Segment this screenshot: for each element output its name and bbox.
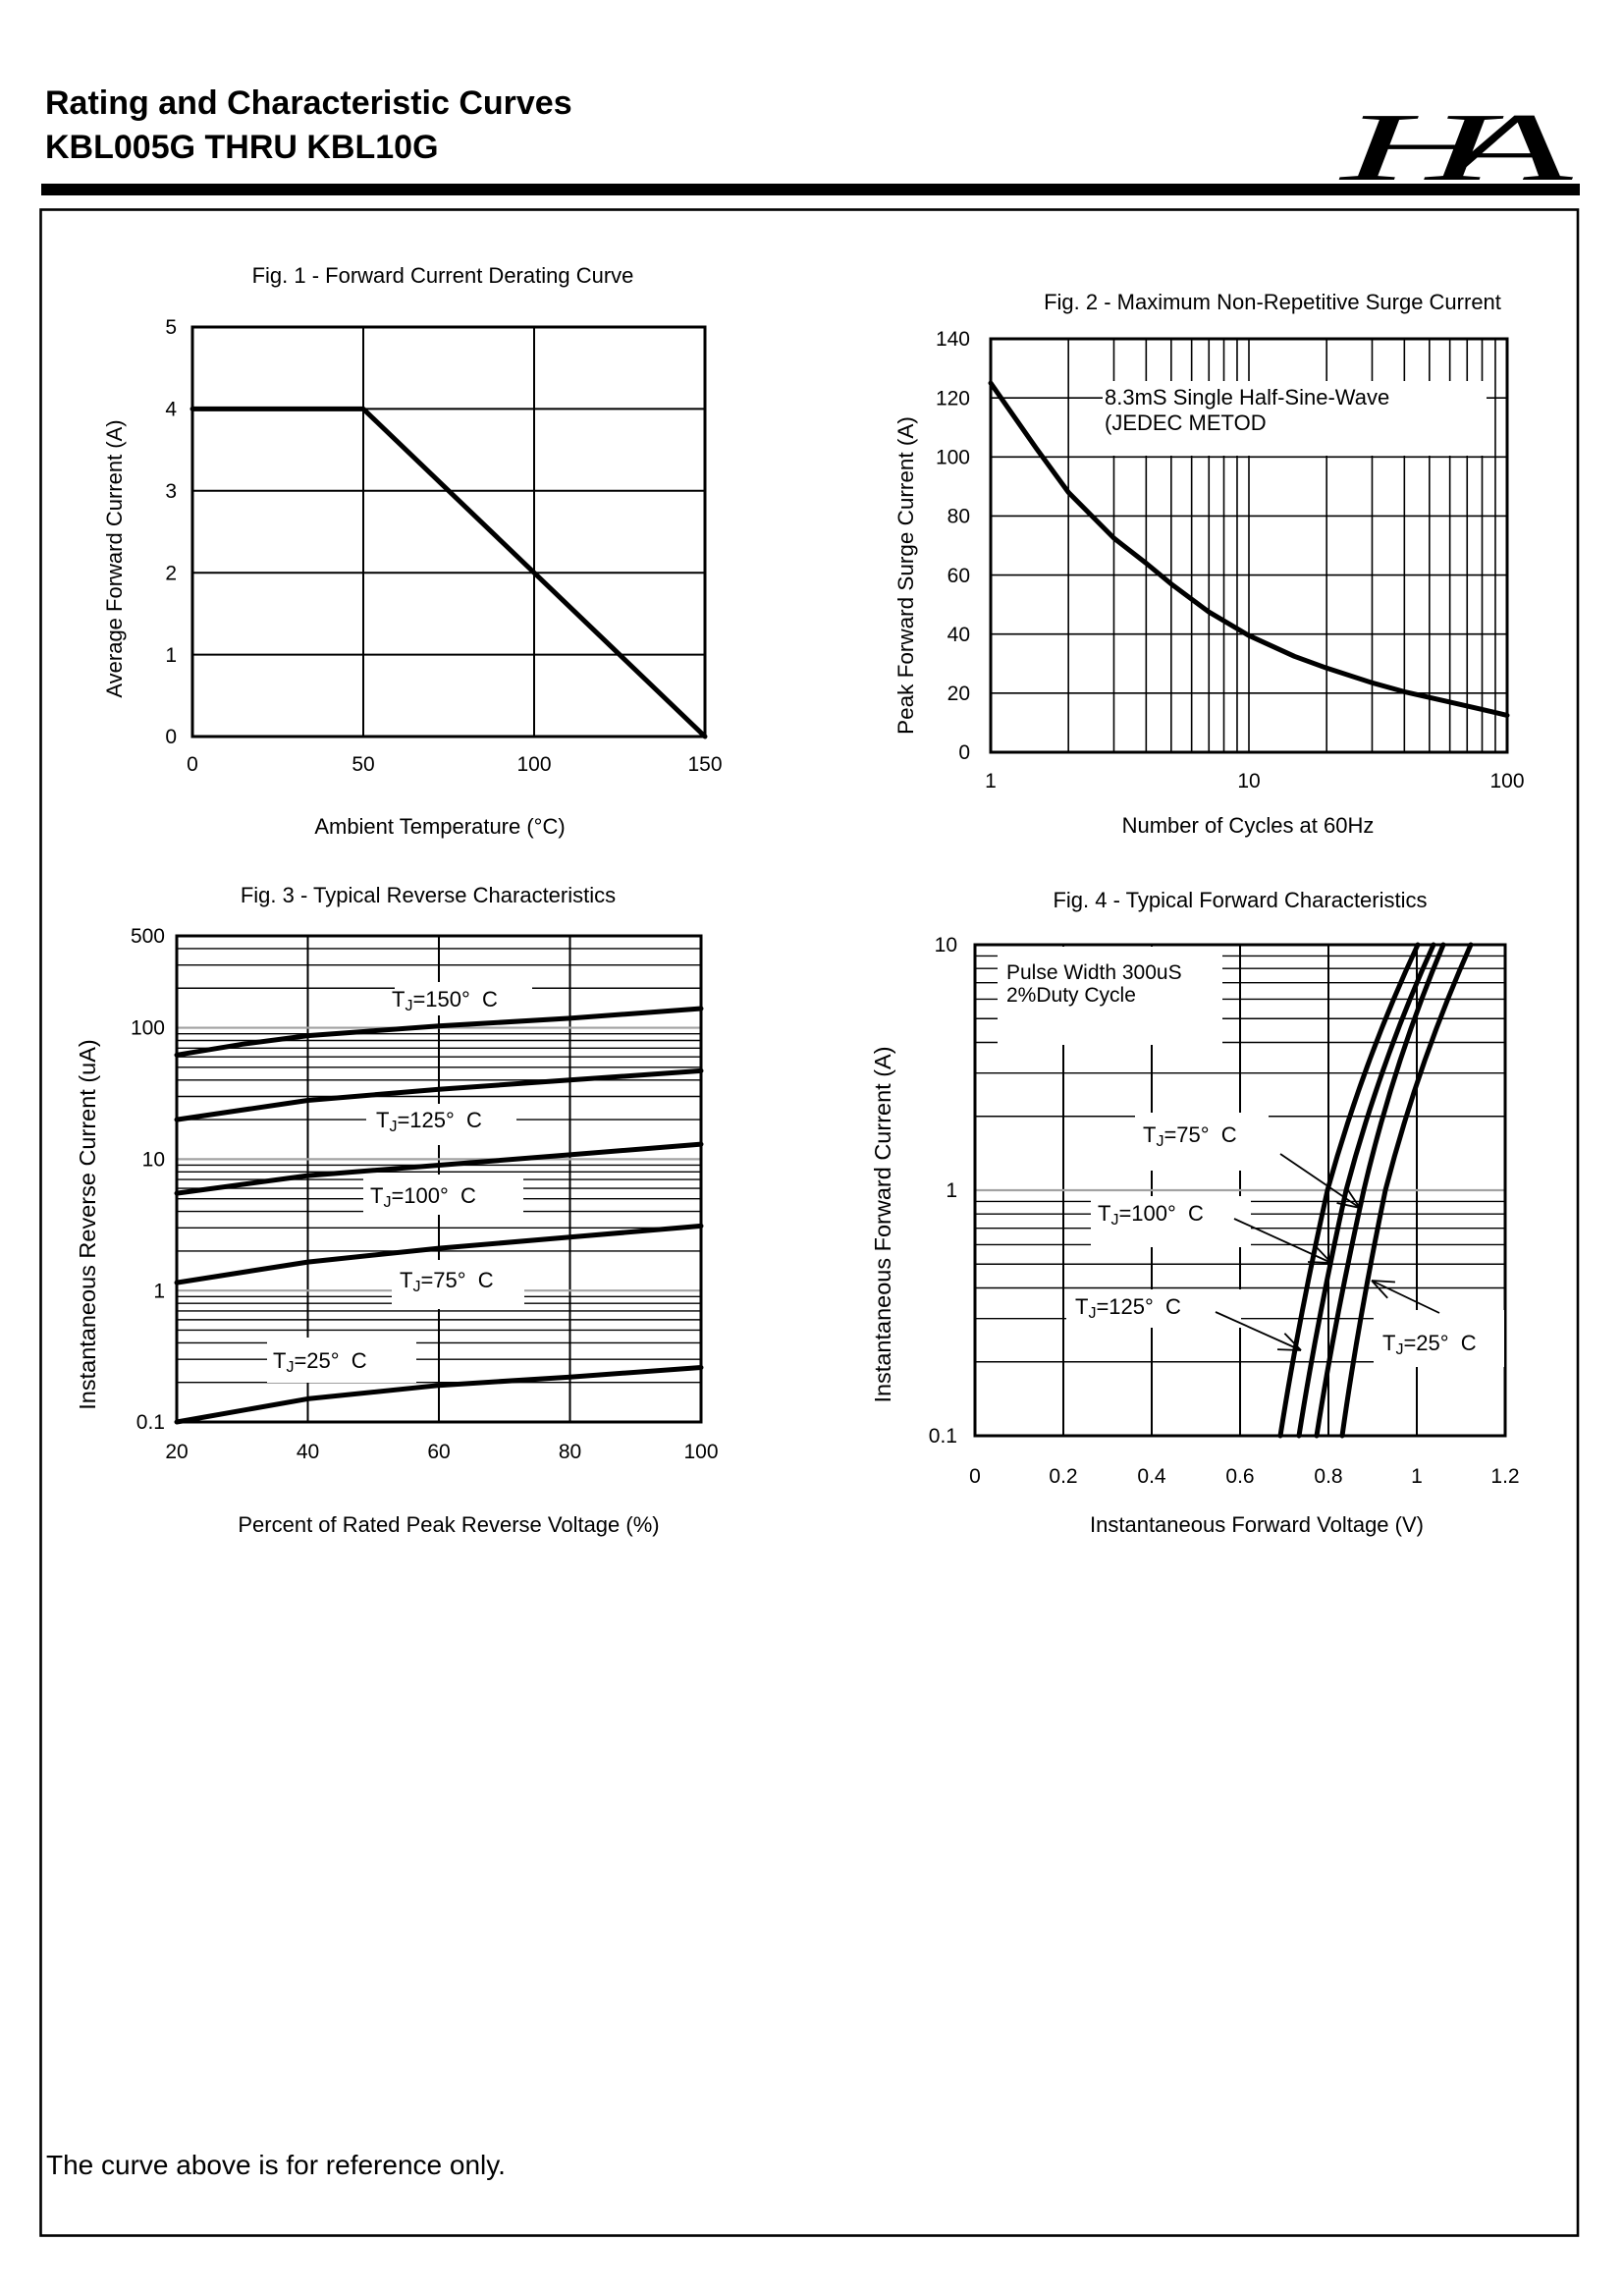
svg-text:The curve above is for referen: The curve above is for reference only. [46,2150,506,2180]
svg-text:5: 5 [165,316,177,339]
svg-text:1: 1 [985,770,997,793]
svg-text:0.1: 0.1 [136,1411,165,1434]
svg-text:Instantaneous Forward Voltage: Instantaneous Forward Voltage (V) [1090,1512,1424,1537]
svg-text:0: 0 [958,741,970,764]
svg-text:150: 150 [687,753,722,776]
svg-text:0.6: 0.6 [1225,1465,1254,1488]
svg-text:Ambient Temperature (°C): Ambient Temperature (°C) [314,814,565,839]
svg-text:0.2: 0.2 [1049,1465,1077,1488]
svg-text:100: 100 [683,1441,718,1463]
svg-text:0.4: 0.4 [1137,1465,1166,1488]
svg-text:100: 100 [516,753,551,776]
svg-text:TJ=100° C: TJ=100° C [1098,1201,1204,1229]
svg-text:20: 20 [947,683,970,705]
svg-text:60: 60 [427,1441,450,1463]
svg-text:20: 20 [165,1441,188,1463]
svg-text:Average Forward Current (A): Average Forward Current (A) [102,419,127,697]
svg-text:KBL005G THRU KBL10G: KBL005G THRU KBL10G [45,129,439,166]
svg-text:40: 40 [947,624,970,646]
svg-text:10: 10 [1237,770,1260,793]
svg-text:80: 80 [947,506,970,528]
svg-text:8.3mS Single Half-Sine-Wave: 8.3mS Single Half-Sine-Wave [1105,385,1389,410]
svg-text:4: 4 [165,399,177,421]
svg-text:140: 140 [936,328,970,351]
svg-text:Rating and Characteristic Curv: Rating and Characteristic Curves [45,84,572,122]
svg-text:100: 100 [1489,770,1524,793]
svg-text:0: 0 [969,1465,981,1488]
svg-text:Fig. 2 - Maximum Non-Repetitiv: Fig. 2 - Maximum Non-Repetitive Surge Cu… [1044,290,1501,314]
svg-text:(JEDEC METOD: (JEDEC METOD [1105,410,1267,435]
svg-text:500: 500 [131,925,165,948]
svg-text:2: 2 [165,562,177,584]
svg-text:3: 3 [165,480,177,503]
svg-text:Peak Forward Surge Current (A): Peak Forward Surge Current (A) [893,416,918,735]
svg-text:0: 0 [165,726,177,748]
svg-text:100: 100 [936,447,970,469]
svg-text:1: 1 [1411,1465,1423,1488]
svg-text:Instantaneous Forward Current: Instantaneous Forward Current (A) [870,1046,895,1402]
svg-text:TJ=125° C: TJ=125° C [1075,1294,1181,1322]
svg-text:40: 40 [297,1441,319,1463]
svg-text:2%Duty Cycle: 2%Duty Cycle [1006,984,1136,1007]
svg-text:10: 10 [142,1149,165,1172]
svg-text:0.1: 0.1 [929,1425,957,1448]
svg-text:TJ=75° C: TJ=75° C [400,1268,494,1295]
svg-text:0.8: 0.8 [1314,1465,1342,1488]
svg-text:Number of Cycles at 60Hz: Number of Cycles at 60Hz [1122,813,1375,838]
svg-text:Fig. 1 - Forward Current Derat: Fig. 1 - Forward Current Derating Curve [252,263,634,288]
svg-text:50: 50 [352,753,374,776]
svg-text:60: 60 [947,565,970,587]
svg-text:80: 80 [559,1441,581,1463]
svg-text:1: 1 [946,1179,957,1202]
svg-text:1: 1 [165,644,177,667]
svg-text:120: 120 [936,387,970,410]
svg-text:1.2: 1.2 [1490,1465,1519,1488]
svg-text:TJ=100° C: TJ=100° C [370,1183,476,1211]
svg-text:10: 10 [935,934,957,957]
svg-text:TJ=150° C: TJ=150° C [392,987,498,1014]
svg-text:1: 1 [153,1280,165,1302]
svg-text:Fig. 4 - Typical Forward Chara: Fig. 4 - Typical Forward Characteristics [1053,888,1427,912]
svg-text:Pulse Width 300uS: Pulse Width 300uS [1006,961,1182,984]
svg-text:Fig. 3 - Typical Reverse Chara: Fig. 3 - Typical Reverse Characteristics [241,883,616,907]
svg-text:Percent of Rated Peak Reverse: Percent of Rated Peak Reverse Voltage (%… [238,1512,659,1537]
svg-text:100: 100 [131,1017,165,1040]
svg-text:0: 0 [187,753,198,776]
svg-text:Instantaneous Reverse Current: Instantaneous Reverse Current (uA) [75,1039,100,1410]
